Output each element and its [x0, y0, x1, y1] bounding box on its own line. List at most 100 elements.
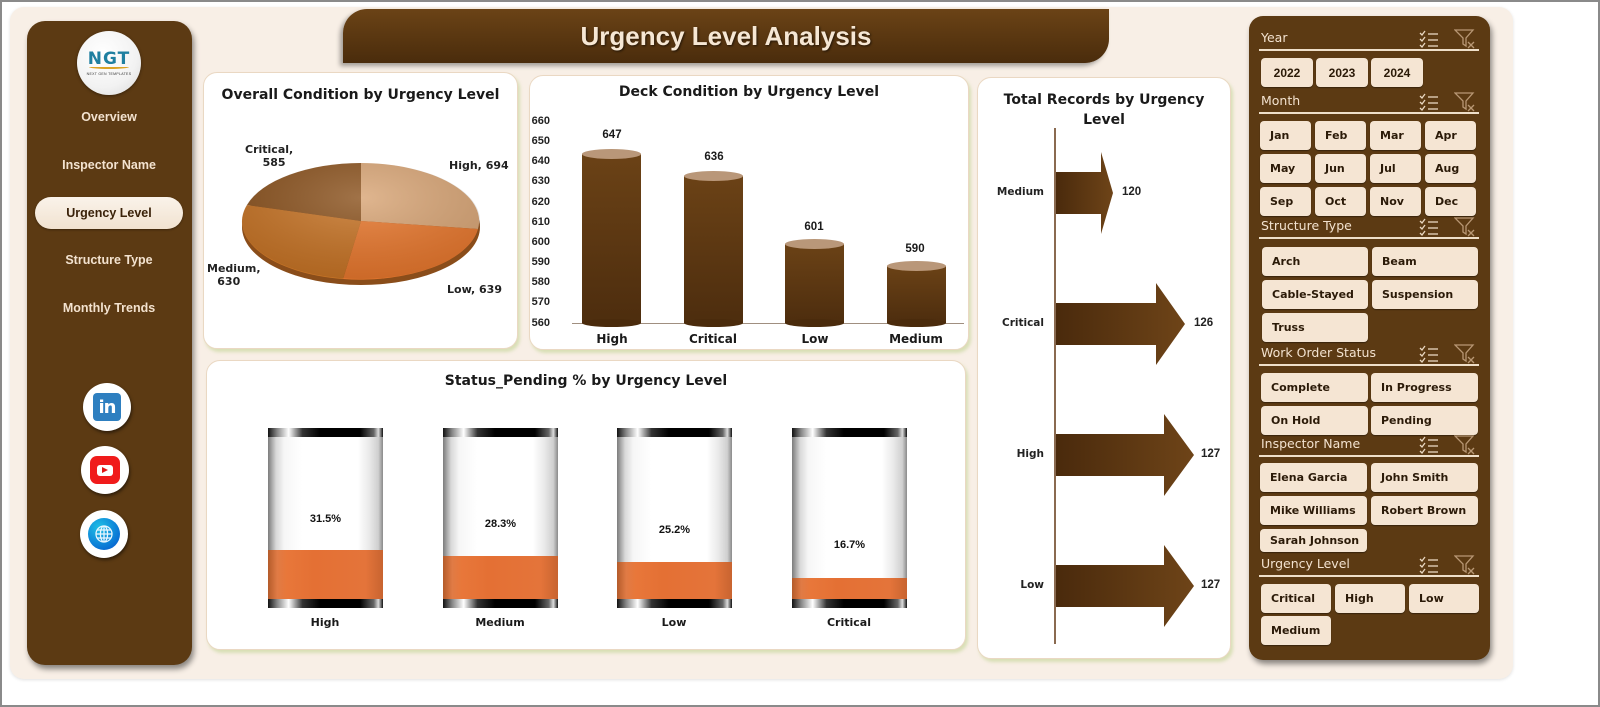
slicer-title-work-order-status: Work Order Status	[1261, 345, 1376, 360]
slicer-chip-feb[interactable]: Feb	[1315, 121, 1366, 150]
slicer-header-urgency-level: Urgency Level	[1259, 555, 1479, 577]
nav-overview[interactable]: Overview	[81, 110, 137, 124]
linkedin-icon: in	[93, 393, 121, 421]
jar-critical[interactable]	[792, 428, 907, 608]
bar-critical[interactable]	[684, 171, 743, 327]
arrow-label-critical: Critical	[1001, 317, 1044, 329]
y-tick: 660	[531, 115, 550, 127]
y-tick: 620	[531, 196, 550, 208]
clear-filter-icon[interactable]	[1454, 29, 1476, 49]
y-tick: 590	[531, 256, 550, 268]
multi-select-icon[interactable]	[1419, 218, 1439, 236]
slicer-title-month: Month	[1261, 93, 1301, 108]
multi-select-icon[interactable]	[1419, 556, 1439, 574]
jar-label-medium: Medium	[475, 616, 525, 629]
nav-structure-type[interactable]: Structure Type	[65, 253, 153, 267]
slicer-chip-oct[interactable]: Oct	[1315, 187, 1366, 216]
slicer-chip-nov[interactable]: Nov	[1370, 187, 1421, 216]
linkedin-button[interactable]: in	[83, 383, 131, 431]
slicer-chip-jul[interactable]: Jul	[1370, 154, 1421, 183]
jar-high[interactable]	[268, 428, 383, 608]
ngt-logo[interactable]: NGT NEXT GEN TEMPLATES	[77, 31, 141, 95]
slicer-chip-robert-brown[interactable]: Robert Brown	[1371, 496, 1478, 525]
arrow-value-critical: 126	[1194, 317, 1214, 329]
slicer-chip-critical[interactable]: Critical	[1261, 584, 1331, 613]
slicer-chip-on-hold[interactable]: On Hold	[1261, 406, 1368, 435]
logo-subtext: NEXT GEN TEMPLATES	[86, 71, 132, 76]
bar-low[interactable]	[785, 239, 844, 327]
pending-chart-title: Status_Pending % by Urgency Level	[444, 373, 728, 389]
slicer-chip-truss[interactable]: Truss	[1262, 313, 1368, 342]
slicer-chip-cable-stayed[interactable]: Cable-Stayed	[1262, 280, 1368, 309]
clear-filter-icon[interactable]	[1454, 217, 1476, 237]
slicer-chip-2024[interactable]: 2024	[1371, 58, 1423, 87]
multi-select-icon[interactable]	[1419, 93, 1439, 111]
bar-value-high: 647	[602, 129, 622, 141]
slicer-chip-aug[interactable]: Aug	[1425, 154, 1476, 183]
slicer-chip-suspension[interactable]: Suspension	[1372, 280, 1478, 309]
x-label-critical: Critical	[688, 332, 737, 346]
records-axis-line	[1054, 128, 1056, 644]
clear-filter-icon[interactable]	[1454, 344, 1476, 364]
clear-filter-icon[interactable]	[1454, 555, 1476, 575]
multi-select-icon[interactable]	[1419, 30, 1439, 48]
page-title: Urgency Level Analysis	[580, 20, 872, 51]
slicer-chip-sarah-johnson[interactable]: Sarah Johnson	[1260, 529, 1367, 552]
slicer-chip-medium[interactable]: Medium	[1261, 616, 1331, 645]
slicer-chip-beam[interactable]: Beam	[1372, 247, 1478, 276]
multi-select-icon[interactable]	[1419, 436, 1439, 454]
nav-monthly-trends[interactable]: Monthly Trends	[62, 301, 156, 315]
bar-value-critical: 636	[704, 151, 724, 163]
nav-urgency-level[interactable]: Urgency Level	[35, 197, 183, 229]
slicer-title-structure-type: Structure Type	[1261, 218, 1352, 233]
y-tick: 560	[531, 317, 550, 329]
slicer-chip-complete[interactable]: Complete	[1261, 373, 1368, 402]
left-navigation: NGT NEXT GEN TEMPLATES Overview Inspecto…	[27, 21, 192, 665]
slicer-chip-jun[interactable]: Jun	[1315, 154, 1366, 183]
youtube-button[interactable]	[81, 446, 129, 494]
slicer-chip-dec[interactable]: Dec	[1425, 187, 1476, 216]
slicer-chip-mike-williams[interactable]: Mike Williams	[1260, 496, 1367, 525]
slicer-chip-high[interactable]: High	[1335, 584, 1405, 613]
logo-text: NGT	[87, 48, 131, 69]
globe-icon	[88, 518, 120, 550]
pie-chart-title: Overall Condition by Urgency Level	[221, 87, 500, 103]
y-tick: 640	[531, 155, 550, 167]
jar-medium[interactable]	[443, 428, 558, 608]
bar-medium[interactable]	[887, 261, 946, 327]
slicer-header-work-order-status: Work Order Status	[1259, 344, 1479, 366]
slicer-chip-in-progress[interactable]: In Progress	[1371, 373, 1478, 402]
y-tick: 600	[531, 236, 550, 248]
jar-value-low: 25.2%	[658, 524, 691, 536]
pie-label-medium: Medium, 630	[207, 262, 261, 288]
nav-inspector-name[interactable]: Inspector Name	[62, 158, 156, 172]
records-arrows	[1056, 152, 1194, 627]
jar-value-high: 31.5%	[309, 513, 342, 525]
slicer-chip-pending[interactable]: Pending	[1371, 406, 1478, 435]
slicer-chip-2023[interactable]: 2023	[1316, 58, 1368, 87]
slicer-chip-2022[interactable]: 2022	[1261, 58, 1313, 87]
jar-low[interactable]	[617, 428, 732, 608]
jar-label-critical: Critical	[826, 616, 871, 629]
bar-value-low: 601	[804, 221, 824, 233]
slicer-chip-low[interactable]: Low	[1409, 584, 1479, 613]
slicer-chip-john-smith[interactable]: John Smith	[1371, 463, 1478, 492]
slicer-chip-mar[interactable]: Mar	[1370, 121, 1421, 150]
slicer-chip-sep[interactable]: Sep	[1260, 187, 1311, 216]
slicer-chip-jan[interactable]: Jan	[1260, 121, 1311, 150]
slicer-chip-arch[interactable]: Arch	[1262, 247, 1368, 276]
bar-high[interactable]	[582, 149, 641, 327]
website-button[interactable]	[80, 510, 128, 558]
clear-filter-icon[interactable]	[1454, 92, 1476, 112]
pie-chart-card: Overall Condition by Urgency Level Criti…	[203, 72, 518, 349]
slicer-chip-may[interactable]: May	[1260, 154, 1311, 183]
y-tick: 650	[531, 135, 550, 147]
multi-select-icon[interactable]	[1419, 345, 1439, 363]
jar-value-critical: 16.7%	[833, 539, 866, 551]
slicer-chip-elena-garcia[interactable]: Elena Garcia	[1260, 463, 1367, 492]
clear-filter-icon[interactable]	[1454, 435, 1476, 455]
slicer-chip-apr[interactable]: Apr	[1425, 121, 1476, 150]
deck-bar-chart-card: Deck Condition by Urgency Level 660 650 …	[529, 75, 969, 350]
pie-chart	[241, 163, 480, 285]
